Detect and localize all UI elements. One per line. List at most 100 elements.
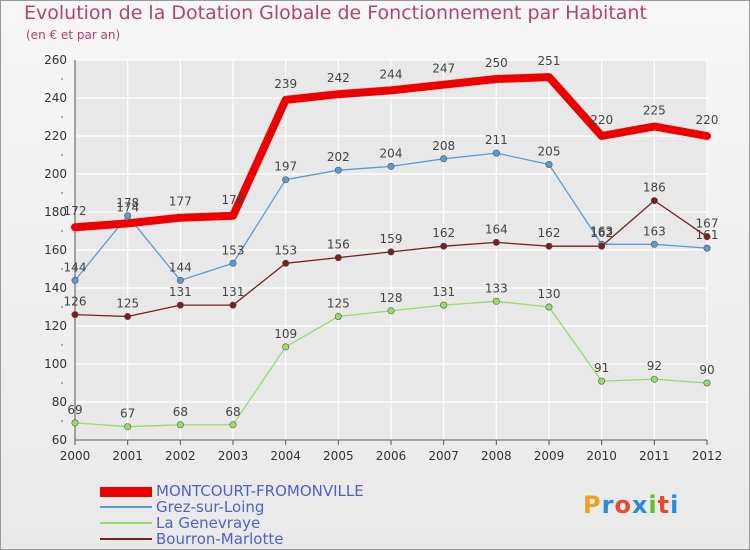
data-label-bourron-marlotte: 162 <box>590 226 613 240</box>
data-label-bourron-marlotte: 162 <box>538 226 561 240</box>
data-point-bourron-marlotte <box>387 248 395 256</box>
data-point-grez-sur-loing <box>387 162 395 170</box>
data-label-bourron-marlotte: 162 <box>432 226 455 240</box>
y-tick-label: 80 <box>52 395 67 409</box>
data-label-montcourt-fromonville: 250 <box>485 56 508 70</box>
data-point-la-genevraye <box>387 307 395 315</box>
data-label-la-genevraye: 68 <box>173 405 188 419</box>
data-label-grez-sur-loing: 163 <box>643 224 666 238</box>
x-tick-label: 2008 <box>481 449 512 463</box>
data-label-bourron-marlotte: 131 <box>169 285 192 299</box>
data-label-montcourt-fromonville: 239 <box>274 77 297 91</box>
data-label-montcourt-fromonville: 174 <box>116 200 139 214</box>
data-label-grez-sur-loing: 144 <box>169 260 192 274</box>
legend-swatch <box>100 487 152 497</box>
data-point-bourron-marlotte <box>282 259 290 267</box>
data-point-la-genevraye <box>598 377 606 385</box>
legend-label: Bourron-Marlotte <box>156 530 284 548</box>
data-point-la-genevraye <box>176 421 184 429</box>
data-point-bourron-marlotte <box>124 312 132 320</box>
data-label-montcourt-fromonville: 177 <box>169 195 192 209</box>
x-tick-label: 2009 <box>534 449 565 463</box>
data-point-grez-sur-loing <box>545 161 553 169</box>
data-point-la-genevraye <box>334 312 342 320</box>
x-tick-label: 2004 <box>270 449 301 463</box>
data-label-montcourt-fromonville: 242 <box>327 71 350 85</box>
x-tick-label: 2002 <box>165 449 196 463</box>
data-point-bourron-marlotte <box>545 242 553 250</box>
x-tick-label: 2010 <box>586 449 617 463</box>
x-tick-label: 2005 <box>323 449 354 463</box>
data-label-la-genevraye: 131 <box>432 285 455 299</box>
y-tick-label: 60 <box>52 433 67 447</box>
data-label-la-genevraye: 109 <box>274 327 297 341</box>
data-label-bourron-marlotte: 126 <box>64 295 87 309</box>
y-tick-label: 200 <box>44 167 67 181</box>
y-tick-label: 120 <box>44 319 67 333</box>
data-label-la-genevraye: 92 <box>647 359 662 373</box>
data-point-bourron-marlotte <box>71 311 79 319</box>
data-label-montcourt-fromonville: 178 <box>222 193 245 207</box>
x-tick-label: 2001 <box>112 449 143 463</box>
data-label-bourron-marlotte: 159 <box>380 232 403 246</box>
data-label-montcourt-fromonville: 225 <box>643 104 666 118</box>
chart-title: Evolution de la Dotation Globale de Fonc… <box>24 2 647 24</box>
y-tick-label: 240 <box>44 91 67 105</box>
legend-label: Grez-sur-Loing <box>156 498 265 516</box>
data-label-grez-sur-loing: 205 <box>538 145 561 159</box>
y-tick-label: 180 <box>44 205 67 219</box>
data-label-grez-sur-loing: 153 <box>222 243 245 257</box>
legend-label: MONTCOURT-FROMONVILLE <box>156 482 364 500</box>
data-label-la-genevraye: 69 <box>67 403 82 417</box>
data-point-bourron-marlotte <box>176 301 184 309</box>
data-label-grez-sur-loing: 163 <box>590 224 613 238</box>
data-point-grez-sur-loing <box>71 276 79 284</box>
data-label-grez-sur-loing: 211 <box>485 133 508 147</box>
x-tick-label: 2000 <box>60 449 91 463</box>
y-tick-label: 160 <box>44 243 67 257</box>
data-label-grez-sur-loing: 178 <box>116 196 139 210</box>
data-label-la-genevraye: 68 <box>225 405 240 419</box>
y-tick-label: 260 <box>44 53 67 67</box>
data-point-grez-sur-loing <box>650 240 658 248</box>
data-label-grez-sur-loing: 144 <box>64 260 87 274</box>
data-label-bourron-marlotte: 164 <box>485 222 508 236</box>
data-point-bourron-marlotte <box>598 242 606 250</box>
data-label-grez-sur-loing: 202 <box>327 150 350 164</box>
data-label-la-genevraye: 130 <box>538 287 561 301</box>
data-point-grez-sur-loing <box>124 212 132 220</box>
data-point-la-genevraye <box>650 375 658 383</box>
data-point-la-genevraye <box>124 423 132 431</box>
data-point-bourron-marlotte <box>229 301 237 309</box>
data-label-bourron-marlotte: 167 <box>696 217 719 231</box>
data-label-montcourt-fromonville: 172 <box>64 204 87 218</box>
data-point-la-genevraye <box>71 419 79 427</box>
data-label-montcourt-fromonville: 251 <box>538 54 561 68</box>
y-tick-label: 140 <box>44 281 67 295</box>
data-point-bourron-marlotte <box>492 238 500 246</box>
data-label-la-genevraye: 90 <box>699 363 714 377</box>
data-label-montcourt-fromonville: 220 <box>590 113 613 127</box>
data-label-montcourt-fromonville: 247 <box>432 62 455 76</box>
data-point-la-genevraye <box>703 379 711 387</box>
data-point-la-genevraye <box>282 343 290 351</box>
data-point-la-genevraye <box>229 421 237 429</box>
x-tick-label: 2011 <box>639 449 670 463</box>
data-point-grez-sur-loing <box>229 259 237 267</box>
data-label-montcourt-fromonville: 244 <box>380 67 403 81</box>
y-tick-label: 100 <box>44 357 67 371</box>
data-label-montcourt-fromonville: 220 <box>696 113 719 127</box>
series-line-montcourt-fromonville <box>71 73 711 232</box>
data-label-bourron-marlotte: 125 <box>116 297 139 311</box>
data-label-bourron-marlotte: 156 <box>327 238 350 252</box>
data-label-grez-sur-loing: 204 <box>380 146 403 160</box>
data-label-la-genevraye: 128 <box>380 291 403 305</box>
chart-subtitle: (en € et par an) <box>26 28 121 42</box>
data-point-grez-sur-loing <box>282 176 290 184</box>
x-tick-label: 2006 <box>376 449 407 463</box>
data-label-bourron-marlotte: 131 <box>222 285 245 299</box>
data-label-grez-sur-loing: 197 <box>274 160 297 174</box>
legend-swatch <box>100 538 152 540</box>
data-point-grez-sur-loing <box>703 244 711 252</box>
